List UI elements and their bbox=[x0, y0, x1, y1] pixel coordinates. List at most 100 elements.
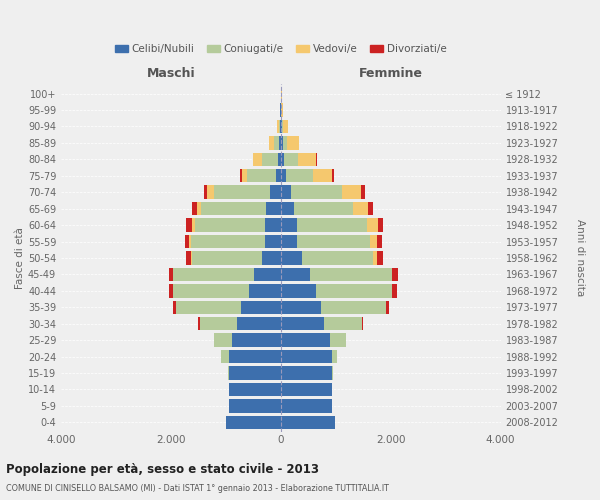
Bar bbox=[377, 235, 382, 248]
Bar bbox=[186, 251, 191, 264]
Bar bbox=[249, 284, 281, 298]
Bar bbox=[281, 334, 330, 347]
Bar bbox=[229, 366, 281, 380]
Bar bbox=[191, 251, 192, 264]
Bar bbox=[286, 169, 313, 182]
Bar bbox=[201, 202, 266, 215]
Bar bbox=[173, 268, 254, 281]
Bar bbox=[373, 251, 377, 264]
Bar bbox=[189, 235, 191, 248]
Bar bbox=[221, 350, 229, 364]
Bar bbox=[392, 268, 398, 281]
Bar bbox=[176, 300, 241, 314]
Bar bbox=[281, 136, 283, 149]
Y-axis label: Fasce di età: Fasce di età bbox=[15, 227, 25, 289]
Bar bbox=[297, 235, 370, 248]
Bar bbox=[173, 300, 176, 314]
Bar bbox=[271, 186, 281, 199]
Bar bbox=[266, 202, 281, 215]
Bar bbox=[200, 317, 238, 330]
Text: Maschi: Maschi bbox=[146, 68, 195, 80]
Bar bbox=[262, 152, 278, 166]
Bar bbox=[332, 366, 334, 380]
Legend: Celibi/Nubili, Coniugati/e, Vedovi/e, Divorziati/e: Celibi/Nubili, Coniugati/e, Vedovi/e, Di… bbox=[111, 40, 451, 58]
Bar bbox=[281, 186, 291, 199]
Bar bbox=[370, 235, 377, 248]
Bar bbox=[291, 186, 343, 199]
Bar bbox=[316, 152, 317, 166]
Text: Popolazione per età, sesso e stato civile - 2013: Popolazione per età, sesso e stato civil… bbox=[6, 462, 319, 475]
Bar bbox=[274, 136, 279, 149]
Bar bbox=[281, 120, 282, 133]
Bar bbox=[242, 169, 247, 182]
Bar bbox=[324, 317, 362, 330]
Bar bbox=[281, 366, 332, 380]
Bar bbox=[229, 382, 281, 396]
Bar bbox=[280, 120, 281, 133]
Bar bbox=[229, 350, 281, 364]
Bar bbox=[169, 268, 173, 281]
Bar bbox=[281, 382, 332, 396]
Bar bbox=[169, 284, 173, 298]
Bar bbox=[241, 300, 281, 314]
Bar bbox=[226, 416, 281, 429]
Bar bbox=[310, 268, 392, 281]
Bar bbox=[332, 350, 337, 364]
Bar bbox=[377, 251, 383, 264]
Text: COMUNE DI CINISELLO BALSAMO (MI) - Dati ISTAT 1° gennaio 2013 - Elaborazione TUT: COMUNE DI CINISELLO BALSAMO (MI) - Dati … bbox=[6, 484, 389, 493]
Bar bbox=[313, 169, 332, 182]
Bar bbox=[214, 334, 232, 347]
Bar bbox=[353, 202, 368, 215]
Bar bbox=[281, 218, 297, 232]
Bar bbox=[316, 284, 392, 298]
Bar bbox=[269, 136, 274, 149]
Y-axis label: Anni di nascita: Anni di nascita bbox=[575, 220, 585, 296]
Bar bbox=[253, 152, 262, 166]
Bar bbox=[194, 218, 265, 232]
Bar bbox=[332, 169, 334, 182]
Bar bbox=[281, 169, 286, 182]
Bar bbox=[330, 334, 346, 347]
Bar bbox=[240, 169, 242, 182]
Bar bbox=[281, 300, 322, 314]
Bar bbox=[208, 186, 214, 199]
Bar bbox=[281, 202, 294, 215]
Bar bbox=[265, 235, 281, 248]
Bar bbox=[377, 218, 383, 232]
Bar bbox=[247, 169, 277, 182]
Bar bbox=[279, 136, 281, 149]
Bar bbox=[282, 120, 283, 133]
Bar bbox=[278, 120, 280, 133]
Bar bbox=[281, 104, 283, 117]
Bar bbox=[197, 202, 201, 215]
Bar bbox=[367, 218, 377, 232]
Bar bbox=[283, 136, 287, 149]
Bar bbox=[284, 152, 298, 166]
Bar bbox=[281, 416, 335, 429]
Bar bbox=[228, 366, 229, 380]
Bar bbox=[232, 334, 281, 347]
Bar bbox=[254, 268, 281, 281]
Bar bbox=[204, 186, 208, 199]
Bar bbox=[281, 399, 332, 412]
Bar bbox=[214, 186, 271, 199]
Bar bbox=[302, 251, 373, 264]
Bar bbox=[185, 235, 189, 248]
Bar bbox=[191, 218, 194, 232]
Bar bbox=[238, 317, 281, 330]
Bar bbox=[386, 300, 389, 314]
Bar bbox=[281, 284, 316, 298]
Bar bbox=[392, 284, 397, 298]
Bar bbox=[281, 251, 302, 264]
Bar bbox=[281, 317, 324, 330]
Bar bbox=[173, 284, 249, 298]
Bar bbox=[322, 300, 386, 314]
Bar bbox=[281, 152, 284, 166]
Bar bbox=[361, 186, 365, 199]
Bar bbox=[191, 235, 265, 248]
Bar bbox=[281, 268, 310, 281]
Bar bbox=[278, 152, 281, 166]
Bar bbox=[283, 120, 289, 133]
Bar bbox=[294, 202, 353, 215]
Bar bbox=[229, 399, 281, 412]
